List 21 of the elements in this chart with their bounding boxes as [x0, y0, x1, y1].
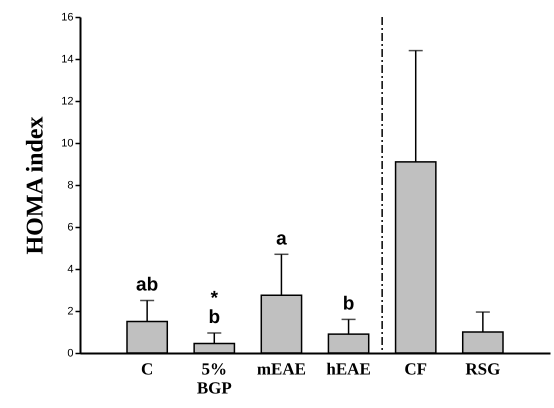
x-tick-label: C — [141, 360, 154, 378]
y-tick-label: 4 — [67, 264, 74, 276]
y-tick-label: 8 — [67, 180, 74, 192]
x-tick-label: hEAE — [326, 360, 371, 378]
x-tick-label: RSG — [465, 360, 500, 378]
x-tick-label: CF — [404, 360, 428, 378]
y-axis-title: HOMA index — [22, 116, 48, 255]
y-tick-label: 6 — [67, 222, 74, 234]
y-tick-label: 10 — [61, 138, 74, 150]
x-tick-label: mEAE — [256, 360, 306, 378]
y-tick-label: 12 — [61, 96, 74, 108]
annotation: * — [210, 288, 219, 310]
annotation: b — [342, 293, 354, 314]
y-tick-label: 16 — [61, 12, 74, 24]
x-tick-label: 5% BGP — [196, 360, 232, 398]
y-tick-label: 0 — [67, 348, 74, 360]
annotation: b — [208, 307, 220, 328]
y-tick-label: 2 — [67, 306, 74, 318]
annotation: ab — [136, 274, 158, 296]
annotation: a — [276, 228, 288, 250]
y-tick-label: 14 — [61, 54, 74, 66]
